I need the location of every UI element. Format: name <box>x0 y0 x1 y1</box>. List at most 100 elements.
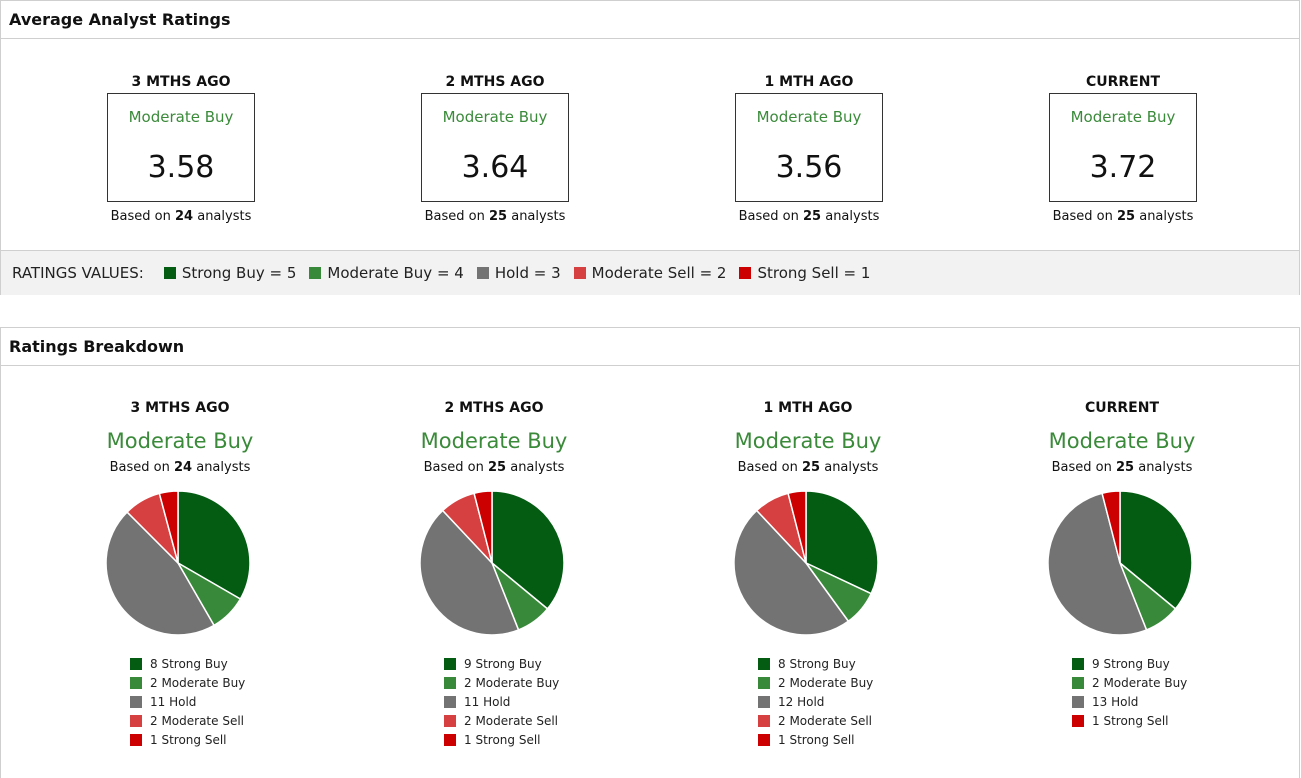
legend-item-moderate-sell[interactable]: 2 Moderate Sell <box>758 711 878 730</box>
pie-legend: 9 Strong Buy 2 Moderate Buy 13 Hold 1 Stron… <box>1072 654 1192 730</box>
breakdown-period-1mth: 1 MTH AGO Moderate Buy Based on 25 analy… <box>708 400 908 749</box>
legend-swatch <box>444 733 456 746</box>
score-value: 3.56 <box>775 150 843 185</box>
pie-chart[interactable] <box>1047 490 1197 640</box>
breakdown-period-3mths: 3 MTHS AGO Moderate Buy Based on 24 anal… <box>80 400 280 749</box>
based-on-text: Based on 25 analysts <box>1051 460 1193 475</box>
score-value: 3.64 <box>461 150 529 185</box>
period-label: 2 MTHS AGO <box>445 74 545 90</box>
score-box: Moderate Buy 3.58 <box>107 93 255 202</box>
based-on-text: Based on 25 analysts <box>1052 209 1194 224</box>
breakdown-rating: Moderate Buy <box>734 429 882 453</box>
score-box: Moderate Buy 3.72 <box>1049 93 1197 202</box>
legend-label: 2 Moderate Sell <box>150 713 245 728</box>
score-rating: Moderate Buy <box>442 108 548 126</box>
period-label: 1 MTH AGO <box>763 400 853 416</box>
pie-slice-hold[interactable] <box>733 509 850 636</box>
legend-item-moderate-sell[interactable]: 2 Moderate Sell <box>130 711 250 730</box>
period-label: CURRENT <box>1085 74 1161 90</box>
legend-item-moderate-buy[interactable]: 2 Moderate Buy <box>444 673 564 692</box>
hold-swatch <box>476 267 489 279</box>
legend-item-moderate-buy[interactable]: 2 Moderate Buy <box>1072 673 1192 692</box>
pie-legend: 8 Strong Buy 2 Moderate Buy 11 Hold 2 Moder… <box>130 654 250 749</box>
pie-chart[interactable] <box>419 490 569 640</box>
ratings-values-title: RATINGS VALUES: <box>12 264 144 282</box>
legend-swatch <box>758 695 770 708</box>
legend-swatch <box>130 714 142 727</box>
legend-label: 2 Moderate Buy <box>778 675 874 690</box>
based-on-text: Based on 25 analysts <box>424 209 566 224</box>
pie-slice-strong-buy[interactable] <box>177 490 251 601</box>
avg-period-3mths: 3 MTHS AGO Moderate Buy 3.58 Based on 24… <box>81 74 281 224</box>
legend-item-hold[interactable]: 13 Hold <box>1072 692 1192 711</box>
breakdown-rating: Moderate Buy <box>1048 429 1196 453</box>
breakdown-rating: Moderate Buy <box>106 429 254 453</box>
ratings-breakdown-panel: Ratings Breakdown <box>0 327 1300 778</box>
pie-slice-hold[interactable] <box>105 511 216 636</box>
score-rating: Moderate Buy <box>128 108 234 126</box>
average-ratings-title: Average Analyst Ratings <box>1 1 1299 39</box>
score-box: Moderate Buy 3.56 <box>735 93 883 202</box>
legend-item-strong-sell[interactable]: 1 Strong Sell <box>758 730 878 749</box>
ratings-value-strong-sell: Strong Sell = 1 <box>739 264 870 282</box>
breakdown-rating: Moderate Buy <box>420 429 568 453</box>
legend-swatch <box>444 695 456 708</box>
pie-slice-strong-sell[interactable] <box>787 490 807 564</box>
legend-item-moderate-buy[interactable]: 2 Moderate Buy <box>130 673 250 692</box>
legend-item-hold[interactable]: 11 Hold <box>444 692 564 711</box>
legend-swatch <box>130 733 142 746</box>
pie-slice-strong-buy[interactable] <box>805 490 879 595</box>
pie-slice-strong-sell[interactable] <box>158 490 179 564</box>
legend-item-strong-sell[interactable]: 1 Strong Sell <box>130 730 250 749</box>
pie-slice-hold[interactable] <box>419 509 520 636</box>
avg-period-1mth: 1 MTH AGO Moderate Buy 3.56 Based on 25 … <box>709 74 909 224</box>
analyst-count: 25 <box>489 209 508 224</box>
legend-label: 2 Moderate Sell <box>464 713 559 728</box>
legend-label: 2 Moderate Buy <box>150 675 246 690</box>
legend-label: 12 Hold <box>778 694 825 709</box>
pie-legend: 8 Strong Buy 2 Moderate Buy 12 Hold 2 Moder… <box>758 654 878 749</box>
period-label: 1 MTH AGO <box>764 74 854 90</box>
pie-slice-strong-buy[interactable] <box>1119 490 1193 610</box>
legend-swatch <box>130 657 142 670</box>
legend-label: 8 Strong Buy <box>778 656 856 671</box>
period-label: 3 MTHS AGO <box>130 400 230 416</box>
moderate-sell-swatch <box>573 267 586 279</box>
pie-slice-strong-sell[interactable] <box>473 490 493 564</box>
pie-slice-strong-buy[interactable] <box>491 490 565 610</box>
analyst-count: 25 <box>802 460 821 475</box>
legend-label: 1 Strong Sell <box>1092 713 1169 728</box>
legend-swatch <box>1072 676 1084 689</box>
legend-item-strong-sell[interactable]: 1 Strong Sell <box>444 730 564 749</box>
ratings-value-moderate-buy: Moderate Buy = 4 <box>309 264 464 282</box>
pie-slice-hold[interactable] <box>1047 492 1148 636</box>
legend-item-strong-buy[interactable]: 9 Strong Buy <box>1072 654 1192 673</box>
legend-label: 11 Hold <box>464 694 511 709</box>
based-on-text: Based on 25 analysts <box>423 460 565 475</box>
period-label: 2 MTHS AGO <box>444 400 544 416</box>
pie-chart[interactable] <box>105 490 255 640</box>
based-on-text: Based on 24 analysts <box>110 209 252 224</box>
legend-item-hold[interactable]: 12 Hold <box>758 692 878 711</box>
ratings-values-bar: RATINGS VALUES: Strong Buy = 5 Moderate … <box>1 250 1299 295</box>
based-on-text: Based on 25 analysts <box>737 460 879 475</box>
avg-period-current: CURRENT Moderate Buy 3.72 Based on 25 an… <box>1023 74 1223 224</box>
legend-item-strong-sell[interactable]: 1 Strong Sell <box>1072 711 1192 730</box>
legend-label: 9 Strong Buy <box>1092 656 1170 671</box>
pie-slice-strong-sell[interactable] <box>1101 490 1121 564</box>
analyst-count: 25 <box>488 460 507 475</box>
legend-item-moderate-buy[interactable]: 2 Moderate Buy <box>758 673 878 692</box>
legend-item-strong-buy[interactable]: 9 Strong Buy <box>444 654 564 673</box>
strong-buy-swatch <box>163 267 176 279</box>
legend-swatch <box>1072 695 1084 708</box>
pie-legend: 9 Strong Buy 2 Moderate Buy 11 Hold 2 Moder… <box>444 654 564 749</box>
legend-item-hold[interactable]: 11 Hold <box>130 692 250 711</box>
legend-label: 11 Hold <box>150 694 197 709</box>
ratings-breakdown-title: Ratings Breakdown <box>1 328 1299 366</box>
legend-item-strong-buy[interactable]: 8 Strong Buy <box>758 654 878 673</box>
legend-item-moderate-sell[interactable]: 2 Moderate Sell <box>444 711 564 730</box>
legend-item-strong-buy[interactable]: 8 Strong Buy <box>130 654 250 673</box>
pie-chart[interactable] <box>733 490 883 640</box>
legend-swatch <box>130 676 142 689</box>
legend-label: 2 Moderate Buy <box>1092 675 1188 690</box>
